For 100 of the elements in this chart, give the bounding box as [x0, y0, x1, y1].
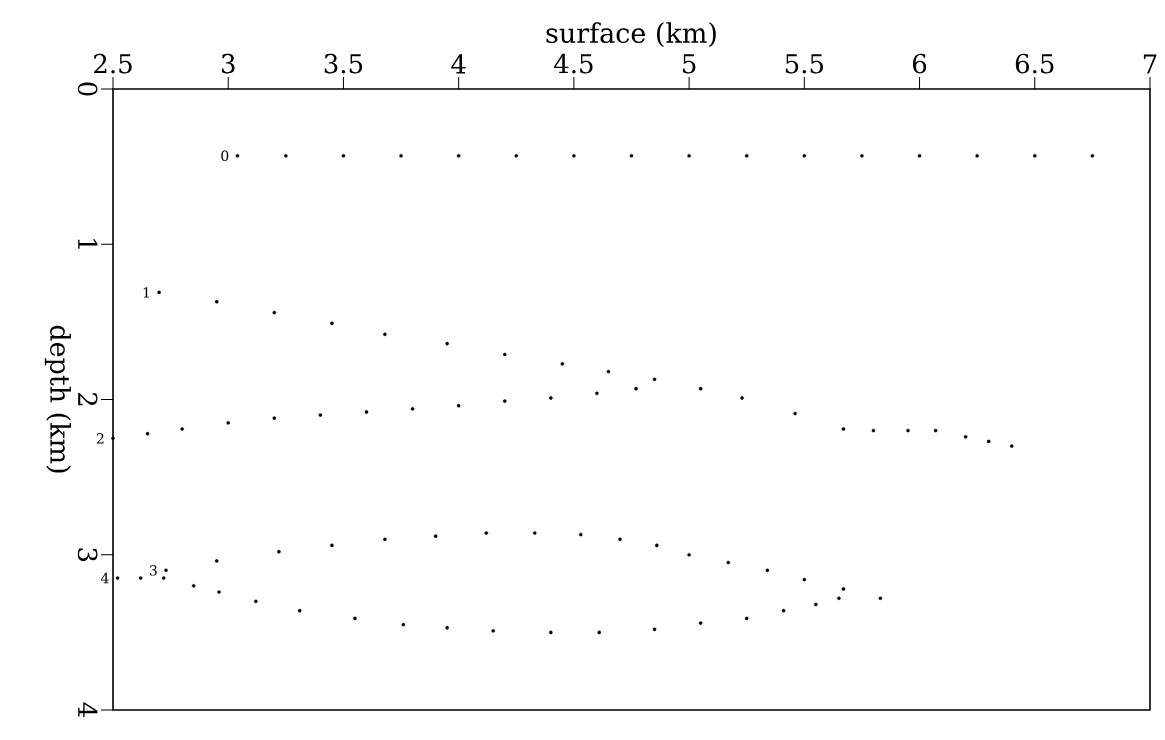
point [191, 584, 196, 588]
point [491, 629, 496, 633]
point [841, 427, 846, 431]
point [1009, 444, 1014, 448]
x-tick-label: 7 [1143, 54, 1157, 74]
point [456, 153, 461, 158]
point [802, 577, 807, 582]
point [698, 386, 703, 391]
point [157, 290, 161, 295]
series-label: 3 [149, 564, 157, 576]
x-tick-label: 6 [913, 53, 927, 74]
x-tick-label: 4.5 [554, 53, 593, 74]
y-tick-label: 3 [77, 548, 98, 562]
y-tick-label: 0 [77, 82, 98, 96]
point [272, 310, 277, 315]
point [802, 153, 807, 158]
x-tick-label: 2.5 [94, 53, 132, 74]
series-label: 4 [100, 572, 109, 584]
point [744, 616, 749, 621]
x-tick-label: 3.5 [324, 53, 363, 74]
point [1032, 153, 1037, 158]
point [353, 616, 357, 621]
point [597, 630, 602, 635]
point [161, 576, 166, 580]
point [214, 299, 219, 304]
point [871, 428, 876, 433]
point [514, 153, 519, 158]
x-axis-title: surface (km) [546, 22, 716, 47]
point [111, 436, 115, 441]
point [254, 599, 258, 604]
x-tick-label: 4 [451, 54, 466, 74]
point [164, 568, 168, 573]
point [214, 559, 219, 563]
point [687, 153, 691, 158]
point [502, 399, 507, 403]
y-tick-label: 2 [78, 393, 98, 406]
point [235, 153, 240, 158]
point [272, 416, 277, 420]
point [115, 576, 120, 580]
point [572, 153, 576, 158]
point [445, 341, 449, 346]
y-tick-label: 1 [78, 239, 98, 249]
point [226, 421, 231, 425]
point [841, 587, 846, 591]
point [618, 537, 622, 542]
point [933, 428, 938, 433]
point [781, 608, 786, 613]
point [698, 621, 703, 625]
point [318, 413, 323, 417]
series-label: 0 [221, 150, 229, 162]
point [652, 627, 657, 632]
point [606, 369, 611, 374]
point [145, 431, 150, 436]
point [330, 321, 334, 326]
point [484, 531, 489, 535]
x-tick-label: 5.5 [785, 54, 823, 74]
point [383, 537, 387, 542]
point [1090, 153, 1095, 158]
point [549, 396, 553, 400]
point [549, 630, 553, 635]
y-tick-label: 4 [78, 702, 98, 717]
point [906, 428, 910, 433]
point [578, 532, 583, 537]
x-tick-label: 5 [683, 54, 696, 74]
point [297, 608, 302, 613]
point [217, 590, 221, 594]
point [814, 602, 818, 607]
series-label: 1 [143, 287, 149, 298]
point [860, 153, 864, 158]
point [687, 552, 691, 557]
point [975, 153, 979, 158]
point [793, 411, 797, 416]
point [765, 568, 770, 573]
point [744, 153, 749, 158]
point [532, 531, 537, 535]
point [383, 332, 387, 337]
point [284, 153, 288, 158]
point [986, 439, 991, 444]
point [560, 362, 565, 366]
point [963, 434, 968, 439]
point [595, 391, 599, 396]
point [629, 153, 634, 158]
point [433, 534, 438, 538]
point [652, 377, 657, 382]
point [277, 549, 281, 554]
point [410, 407, 415, 411]
point [917, 153, 922, 158]
point [399, 153, 403, 158]
y-axis-title: depth (km) [44, 325, 71, 473]
point [330, 543, 334, 548]
point [878, 596, 883, 601]
point [726, 560, 731, 565]
point [445, 625, 449, 630]
point [364, 410, 369, 414]
point [740, 396, 744, 400]
point [138, 576, 143, 580]
point [502, 352, 507, 357]
point [837, 596, 841, 601]
x-tick-label: 3 [221, 53, 235, 74]
point [456, 403, 461, 408]
